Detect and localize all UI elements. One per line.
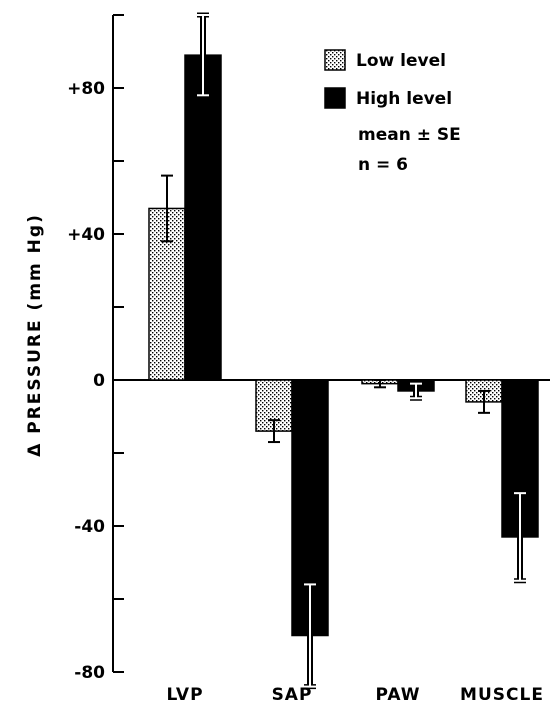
category-label-sap: SAP <box>272 685 313 705</box>
legend-label-high: High level <box>356 89 452 109</box>
bars <box>148 12 539 690</box>
category-label-muscle: MUSCLE <box>460 685 544 705</box>
legend-swatch-high <box>324 87 346 109</box>
legend: Low level High level mean ± SE n = 6 <box>324 49 461 175</box>
y-tick-label: +80 <box>67 79 105 99</box>
y-tick-label: -80 <box>74 663 105 683</box>
annotation-mean-se: mean ± SE <box>358 125 461 145</box>
category-label-paw: PAW <box>375 685 420 705</box>
legend-label-low: Low level <box>356 51 446 71</box>
category-labels: LVP SAP PAW MUSCLE <box>166 685 544 705</box>
y-axis-label: Δ PRESSURE (mm Hg) <box>25 213 45 457</box>
category-label-lvp: LVP <box>166 685 203 705</box>
y-tick-label: 0 <box>93 371 105 391</box>
bar-high-lvp <box>184 54 222 381</box>
y-tick-label: +40 <box>67 225 105 245</box>
y-tick-label: -40 <box>74 517 105 537</box>
annotation-n: n = 6 <box>358 155 408 175</box>
legend-swatch-low <box>324 49 346 71</box>
